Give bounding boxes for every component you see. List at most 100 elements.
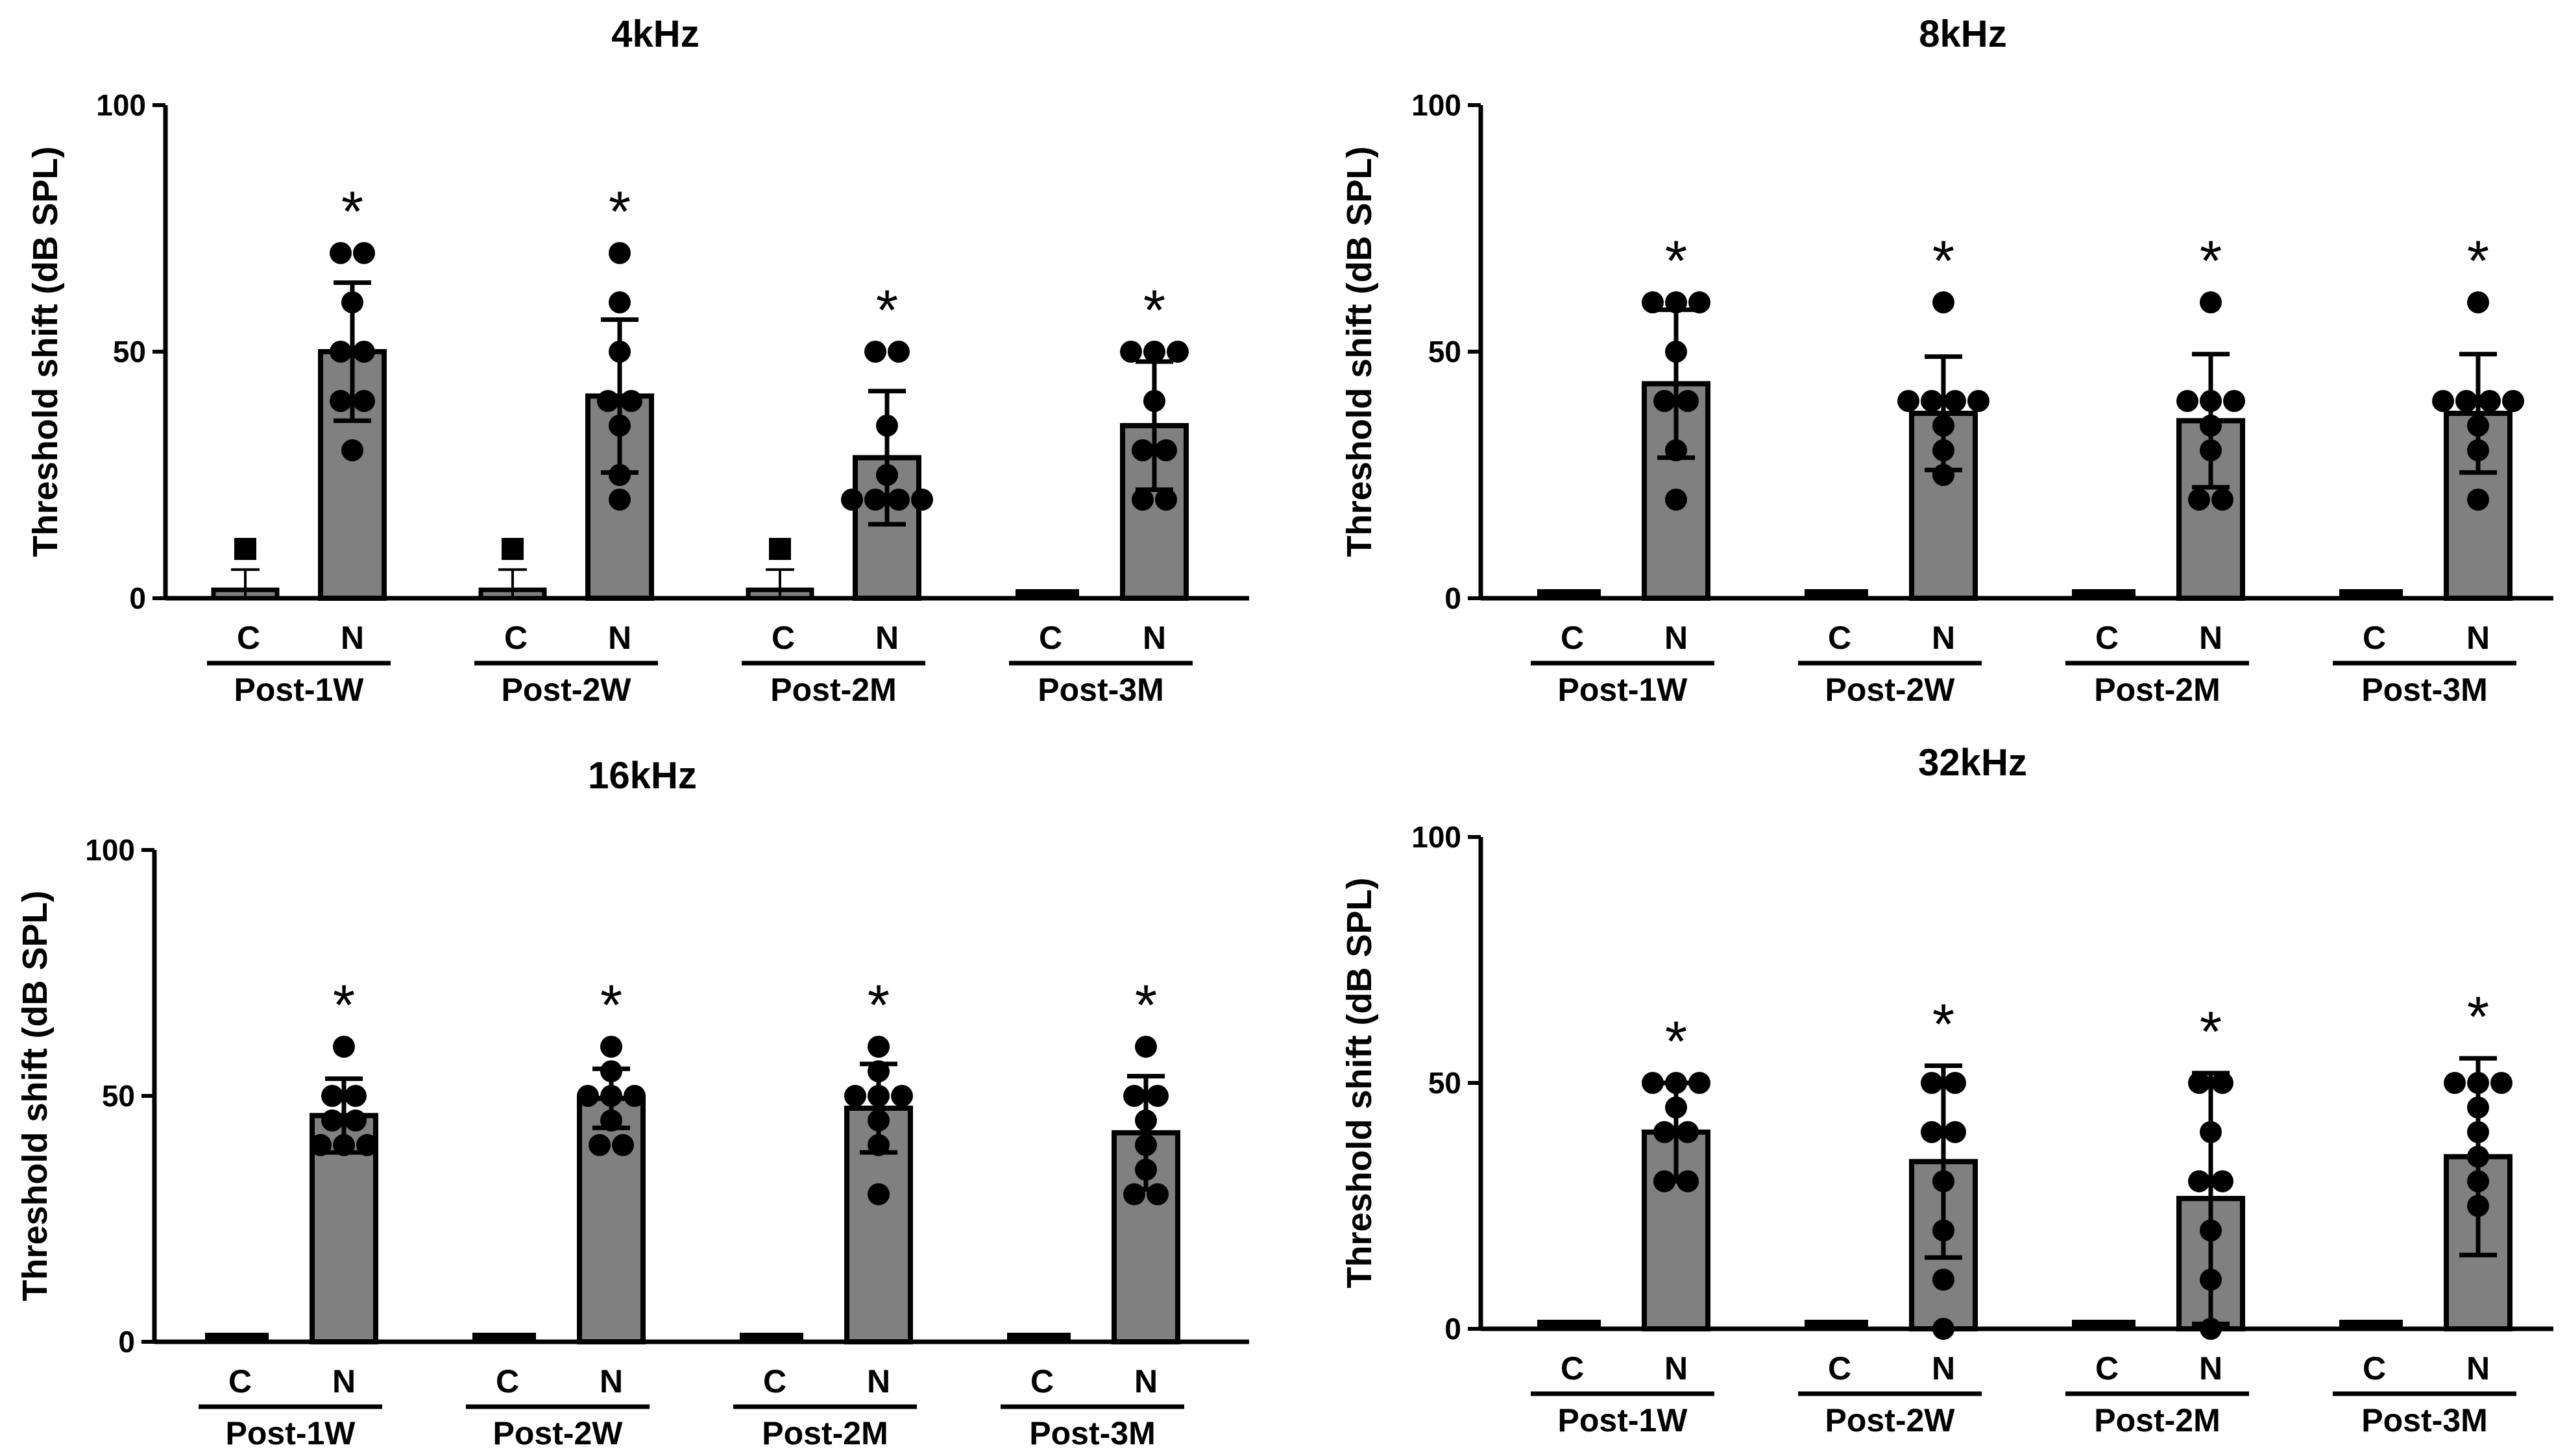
data-point xyxy=(1135,1134,1157,1156)
data-point xyxy=(609,341,631,363)
chart-title: 4kHz xyxy=(611,13,699,55)
chart-panel-16khz: 16kHz Threshold shift (dB SPL) 0 50 100 * C N Po… xyxy=(16,755,1249,1451)
data-point xyxy=(1167,341,1189,363)
period-label: Post-2W xyxy=(493,1415,624,1451)
significance-star: * xyxy=(600,973,622,1037)
data-point xyxy=(1642,1072,1664,1094)
y-axis-label: Threshold shift (dB SPL) xyxy=(16,891,55,1302)
data-point xyxy=(1932,291,1954,313)
data-point xyxy=(1132,439,1154,461)
data-point xyxy=(1677,1121,1699,1143)
data-point xyxy=(330,242,352,264)
data-point xyxy=(1688,291,1710,313)
y-tick-label: 100 xyxy=(85,833,135,867)
data-point xyxy=(2467,291,2489,313)
data-point xyxy=(2211,1072,2233,1094)
data-point xyxy=(2188,1072,2210,1094)
y-tick-label: 0 xyxy=(1444,581,1461,615)
data-point xyxy=(2467,1121,2489,1143)
data-point xyxy=(1653,390,1675,412)
data-point xyxy=(2467,1072,2489,1094)
data-point xyxy=(2200,291,2222,313)
data-point xyxy=(353,341,375,363)
data-point xyxy=(600,1109,622,1132)
period-label: Post-2W xyxy=(1825,1402,1956,1438)
data-point xyxy=(1665,291,1687,313)
significance-star: * xyxy=(1665,1009,1687,1073)
group-label-n: N xyxy=(1143,620,1166,656)
period-label: Post-2M xyxy=(762,1415,888,1451)
data-point xyxy=(1967,390,1989,412)
group-label-c: C xyxy=(772,620,795,656)
data-point xyxy=(1665,341,1687,363)
group-label-n: N xyxy=(341,620,364,656)
significance-star: * xyxy=(2467,984,2489,1049)
bar-C-Post-1W xyxy=(1537,589,1601,598)
data-point xyxy=(841,489,863,511)
data-point xyxy=(1944,390,1966,412)
data-point xyxy=(1147,1183,1169,1206)
significance-star: * xyxy=(341,179,363,243)
data-point xyxy=(609,464,631,486)
significance-star: * xyxy=(876,278,898,342)
period-label: Post-2M xyxy=(770,672,896,708)
data-point xyxy=(2467,1145,2489,1168)
data-point xyxy=(2467,1096,2489,1119)
group-label-c: C xyxy=(237,620,260,656)
data-point xyxy=(2223,390,2245,412)
period-label: Post-1W xyxy=(1558,1402,1688,1438)
y-tick-label: 0 xyxy=(129,581,146,615)
data-point xyxy=(2432,390,2454,412)
group-label-n: N xyxy=(1664,1350,1688,1387)
group-label-n: N xyxy=(1932,620,1955,656)
data-point xyxy=(609,242,631,264)
data-point xyxy=(1155,489,1177,511)
data-point xyxy=(1143,341,1165,363)
data-point xyxy=(353,390,375,412)
period-label: Post-2M xyxy=(2094,672,2220,708)
data-point xyxy=(868,1085,890,1107)
data-point xyxy=(2467,415,2489,437)
group-label-c: C xyxy=(2363,620,2386,656)
data-point xyxy=(589,1134,611,1156)
y-tick-label: 50 xyxy=(1428,1066,1461,1100)
data-point xyxy=(600,1036,622,1058)
data-point xyxy=(345,1109,367,1132)
data-point xyxy=(609,291,631,313)
group-label-c: C xyxy=(763,1363,786,1400)
chart-title: 8kHz xyxy=(1919,13,2006,55)
data-point xyxy=(1944,1121,1966,1143)
data-point xyxy=(1921,390,1943,412)
y-axis-label: Threshold shift (dB SPL) xyxy=(1340,878,1379,1289)
data-point xyxy=(2211,1170,2233,1193)
data-point xyxy=(891,1085,913,1107)
group-label-c: C xyxy=(1561,620,1584,656)
data-point xyxy=(1921,1121,1943,1143)
data-point xyxy=(600,1085,622,1107)
data-point xyxy=(1932,1170,1954,1193)
data-point xyxy=(2467,1195,2489,1217)
data-point xyxy=(330,390,352,412)
data-point xyxy=(1147,1085,1169,1107)
data-point xyxy=(2176,390,2198,412)
chart-title: 32kHz xyxy=(1918,742,2027,784)
data-point xyxy=(1132,489,1154,511)
data-point xyxy=(876,464,898,486)
data-point xyxy=(1155,439,1177,461)
data-point xyxy=(1944,1072,1966,1094)
data-point xyxy=(1642,291,1664,313)
data-point xyxy=(1665,439,1687,461)
data-point xyxy=(2490,1072,2512,1094)
data-point xyxy=(1897,390,1919,412)
data-point xyxy=(2467,439,2489,461)
data-point xyxy=(597,390,619,412)
y-axis-label: Threshold shift (dB SPL) xyxy=(26,147,65,557)
data-point xyxy=(333,1134,355,1156)
data-point xyxy=(2200,415,2222,437)
bar-C-Post-3M xyxy=(1016,589,1079,598)
group-label-c: C xyxy=(1039,620,1062,656)
period-label: Post-2W xyxy=(502,672,632,708)
data-point xyxy=(577,1085,599,1107)
data-point xyxy=(876,415,898,437)
group-label-n: N xyxy=(867,1363,890,1400)
